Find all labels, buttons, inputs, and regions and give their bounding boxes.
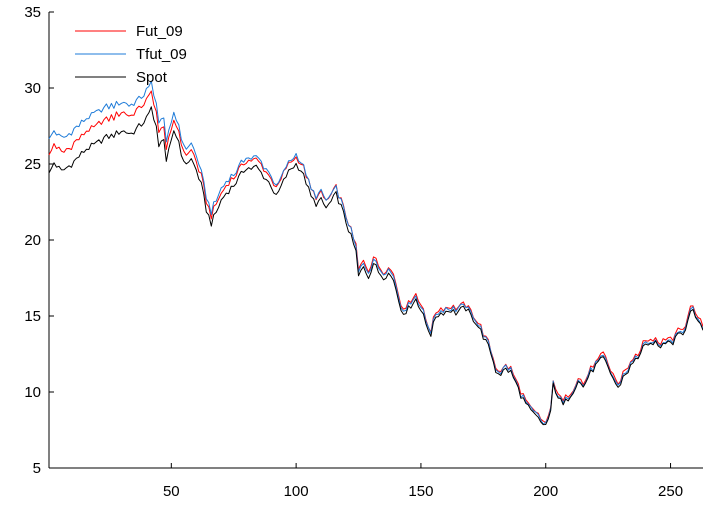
series-line-fut-09 [48, 90, 703, 424]
y-axis-ticks: 5 10 15 20 25 30 35 [24, 4, 54, 477]
y-tick-label: 15 [24, 308, 41, 325]
y-tick-label: 30 [24, 80, 41, 97]
legend-label: Fut_09 [136, 23, 183, 40]
x-tick-label: 200 [533, 483, 558, 500]
legend: Fut_09 Tfut_09 Spot [75, 23, 187, 86]
x-tick-label: 250 [658, 483, 683, 500]
y-tick-label: 25 [24, 156, 41, 173]
x-tick-label: 150 [408, 483, 433, 500]
x-tick-label: 100 [284, 483, 309, 500]
legend-label: Tfut_09 [136, 46, 187, 63]
legend-label: Spot [136, 69, 168, 86]
y-tick-label: 10 [24, 384, 41, 401]
x-axis-ticks: 50 100 150 200 250 [163, 463, 683, 500]
y-tick-label: 20 [24, 232, 41, 249]
y-tick-label: 35 [24, 4, 41, 21]
series-line-spot [48, 106, 703, 426]
y-tick-label: 5 [33, 460, 41, 477]
series-line-tfut-09 [48, 80, 703, 425]
x-tick-label: 50 [163, 483, 180, 500]
series-lines [48, 80, 703, 426]
